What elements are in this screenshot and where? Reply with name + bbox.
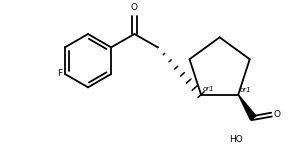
Text: O: O [273,110,280,119]
Text: O: O [131,3,138,12]
Polygon shape [238,95,256,120]
Text: or1: or1 [203,86,214,92]
Text: F: F [57,70,62,78]
Text: or1: or1 [240,87,252,93]
Text: HO: HO [230,135,243,144]
